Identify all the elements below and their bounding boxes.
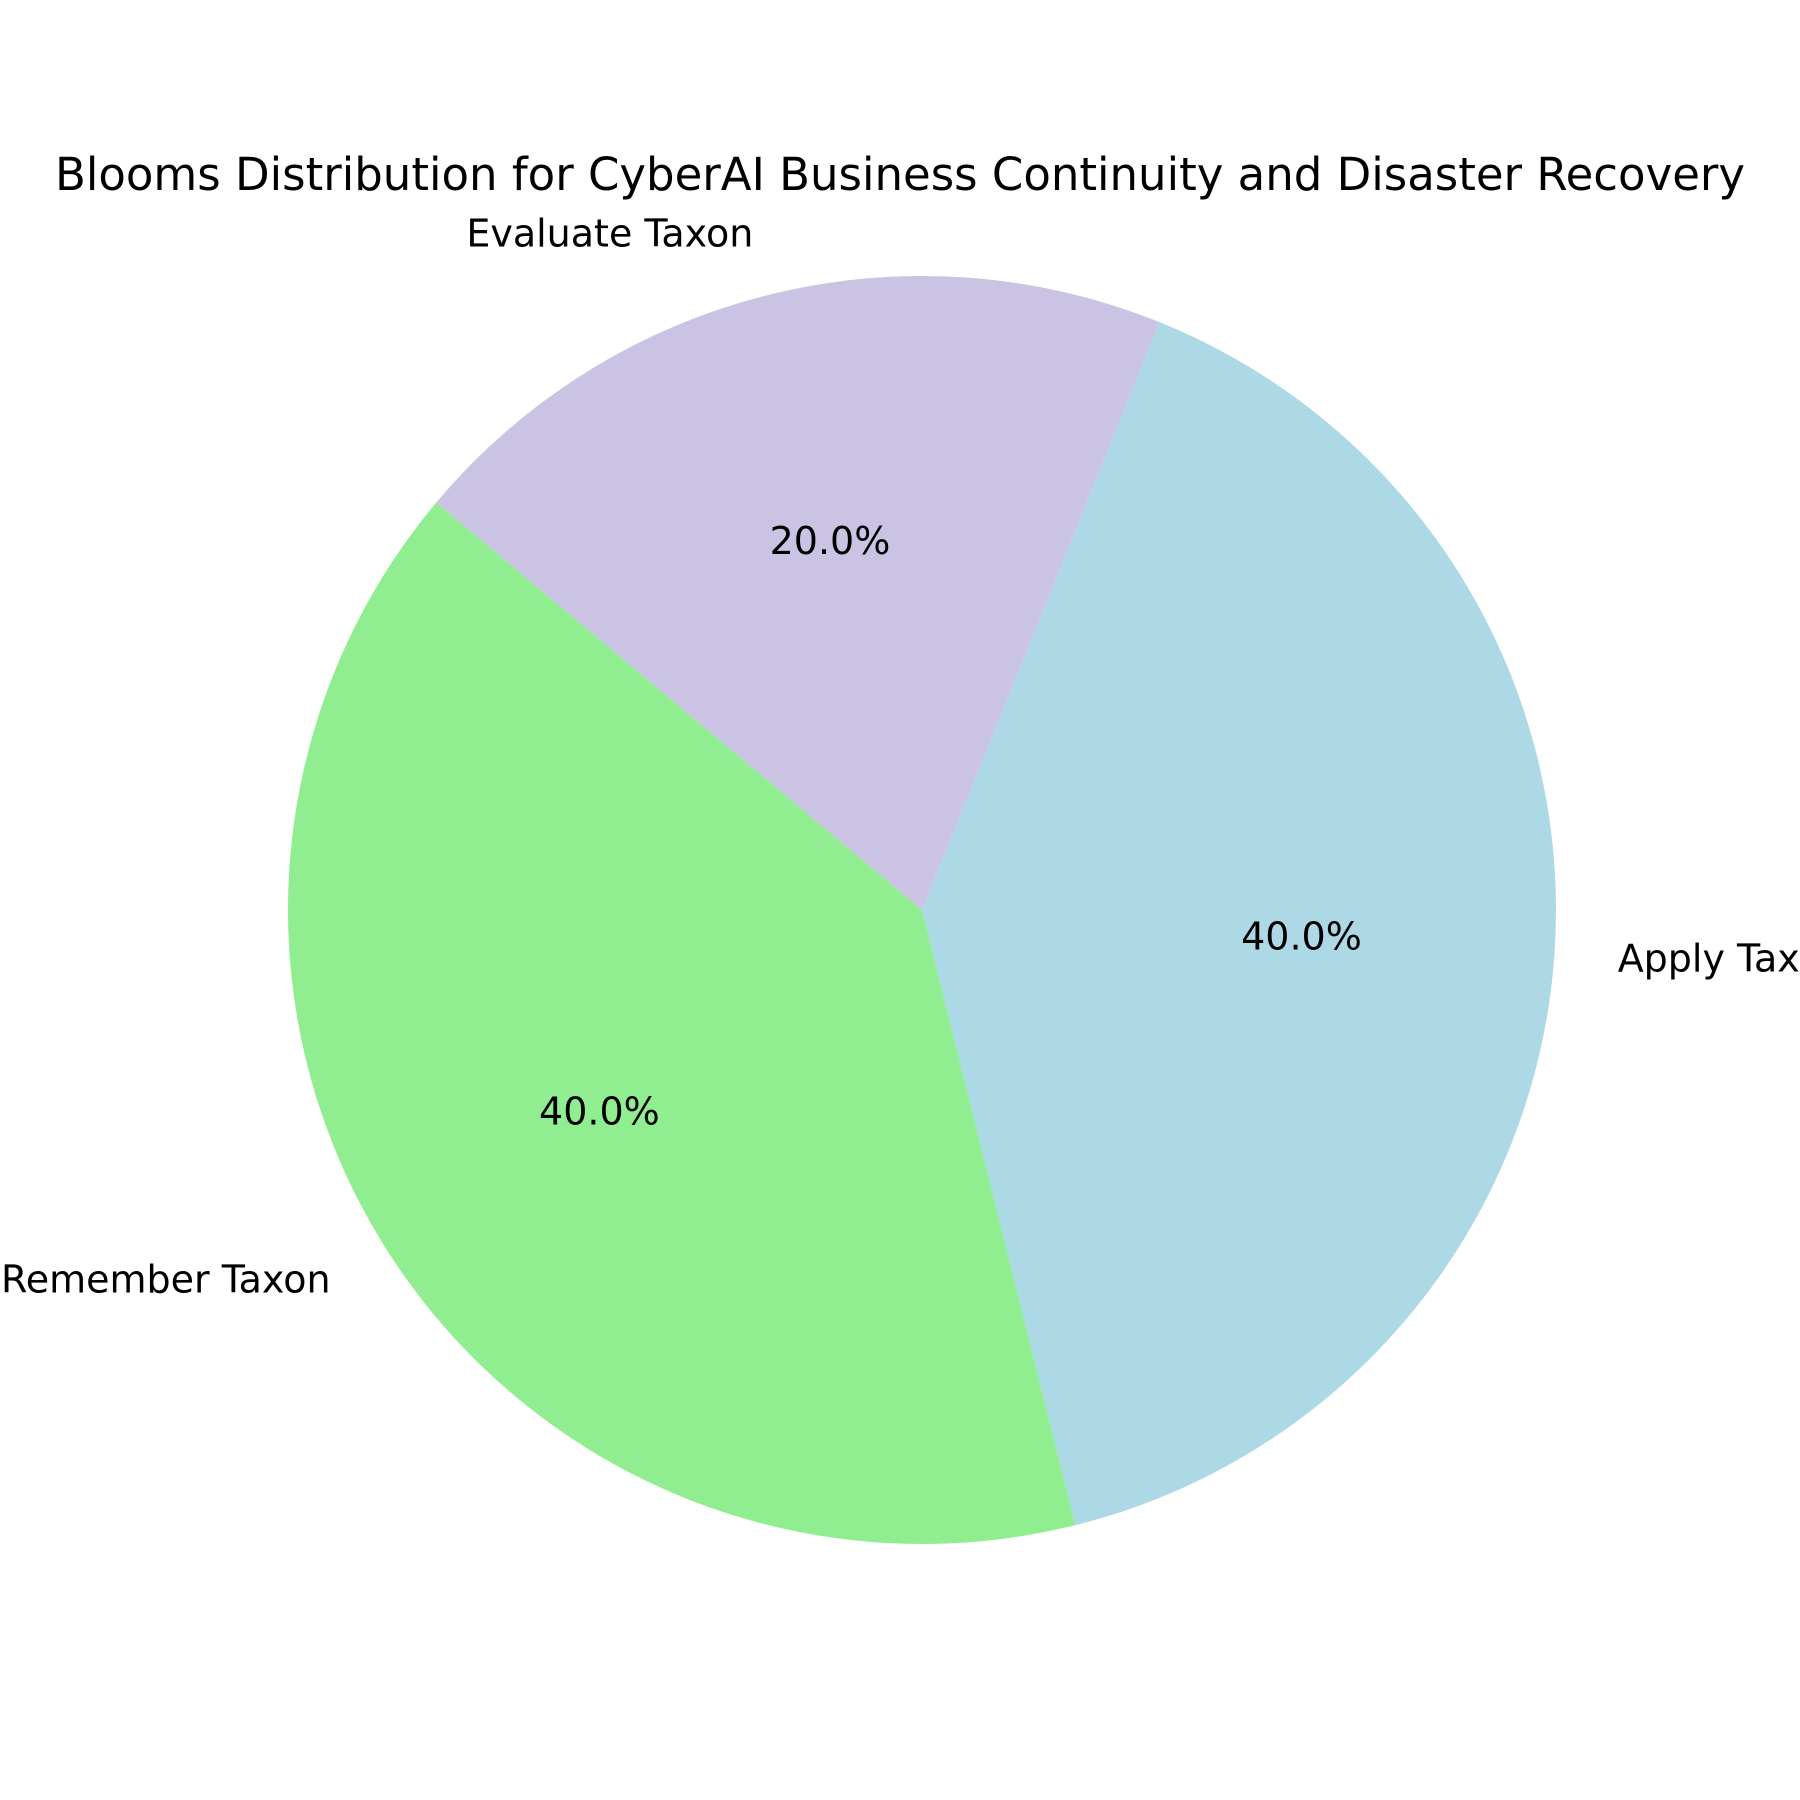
pie-pct-label: 20.0% — [770, 519, 891, 563]
pie-slices — [287, 275, 1557, 1544]
pie-slice-evaluate-taxon — [436, 275, 1160, 910]
pie-slice-apply-taxon — [922, 322, 1557, 1526]
pie-pct-label: 40.0% — [1241, 915, 1362, 959]
pie-slice-remember-taxon — [287, 502, 1076, 1544]
pie-pct-label: 40.0% — [539, 1090, 660, 1134]
pie-category-label: Remember Taxon — [1, 1258, 331, 1302]
pie-category-label: Evaluate Taxon — [466, 211, 753, 255]
pie-category-label: Apply Taxon — [1618, 937, 1800, 981]
chart-title: Blooms Distribution for CyberAI Business… — [55, 148, 1745, 201]
pie-labels: 40.0% Apply Taxon 40.0% Remember Taxon 20.0%… — [1, 211, 1800, 1301]
